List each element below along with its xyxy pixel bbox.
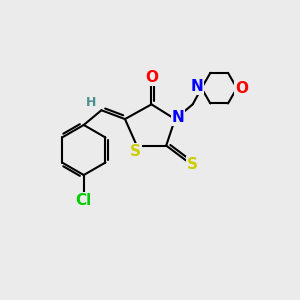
Text: H: H (86, 96, 96, 110)
Text: S: S (130, 144, 141, 159)
Text: N: N (191, 79, 203, 94)
Text: O: O (145, 70, 158, 85)
Text: N: N (172, 110, 184, 125)
Text: S: S (187, 157, 198, 172)
Text: O: O (235, 81, 248, 96)
Text: Cl: Cl (76, 193, 92, 208)
